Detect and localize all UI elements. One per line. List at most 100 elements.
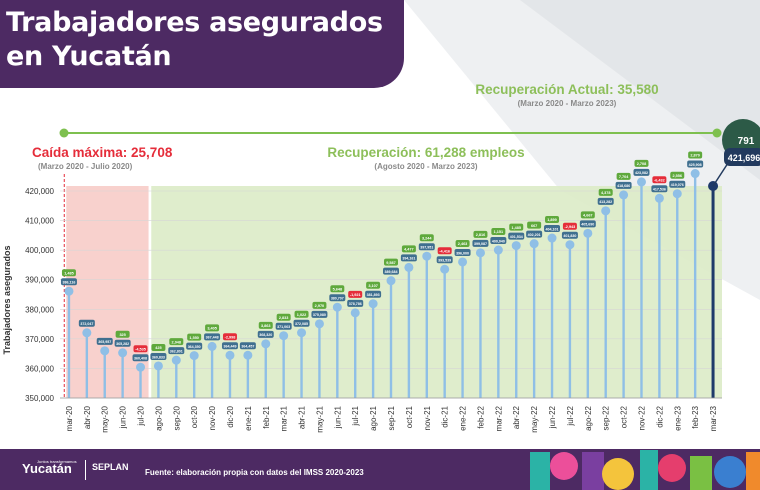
value-label: 364,449 xyxy=(223,345,236,349)
x-tick-label: jun-20 xyxy=(119,405,128,429)
recuperacion-actual-period: (Marzo 2020 - Marzo 2023) xyxy=(518,99,617,108)
x-tick-label: nov-20 xyxy=(208,405,217,430)
change-label-bg xyxy=(580,211,595,219)
x-tick-label: mar-23 xyxy=(709,405,718,431)
x-tick-label: ago-22 xyxy=(584,405,593,430)
value-label-bg xyxy=(669,180,686,188)
change-label-bg xyxy=(419,234,434,242)
change-label-bg xyxy=(670,171,685,179)
x-tick-label: jul-22 xyxy=(566,405,575,426)
bar-marker xyxy=(619,190,629,200)
value-label-bg xyxy=(78,319,95,327)
y-tick-label: 410,000 xyxy=(25,217,54,226)
value-label-bg xyxy=(490,237,507,245)
value-label: 400,040 xyxy=(492,239,505,243)
change-label: 2,048 xyxy=(172,340,182,344)
value-label-bg xyxy=(633,168,650,176)
change-label: -4,416 xyxy=(439,249,450,253)
change-label-bg xyxy=(169,338,184,346)
bar-marker xyxy=(475,248,485,258)
value-label: 372,085 xyxy=(295,322,308,326)
value-label: 360,833 xyxy=(152,355,165,359)
value-label-bg xyxy=(275,322,292,330)
value-label: 360,408 xyxy=(134,357,147,361)
x-tick-label: sep-21 xyxy=(387,405,396,430)
change-label: 4,477 xyxy=(404,248,414,252)
y-tick-label: 420,000 xyxy=(25,187,54,196)
value-label-bg xyxy=(544,225,561,233)
value-label: 425,908 xyxy=(689,163,702,167)
change-label: -6,432 xyxy=(654,178,665,182)
x-tick-label: oct-21 xyxy=(405,405,414,428)
change-label-bg xyxy=(598,188,613,196)
x-tick-label: may-20 xyxy=(101,405,110,432)
change-label: -4,535 xyxy=(135,347,146,351)
value-label-bg xyxy=(365,290,382,298)
bar-marker xyxy=(422,251,432,261)
value-label-bg xyxy=(687,160,704,168)
x-tick-label: abr-20 xyxy=(83,405,92,429)
value-label-bg xyxy=(651,185,668,193)
change-label: 2,708 xyxy=(637,162,647,166)
value-label-bg xyxy=(150,352,167,360)
bar-marker xyxy=(493,245,503,255)
change-label: -1,921 xyxy=(350,293,361,297)
x-tick-label: oct-20 xyxy=(190,405,199,428)
x-tick-label: ene-21 xyxy=(244,405,253,430)
x-tick-label: ago-21 xyxy=(369,405,378,430)
change-label: 1,550 xyxy=(189,336,199,340)
recuperacion-zone xyxy=(151,186,722,398)
y-tick-label: 400,000 xyxy=(25,246,54,255)
change-label-bg xyxy=(545,216,560,224)
label-layer: 386,116 1,485 372,047 365,957 365,282 325 360,… xyxy=(60,151,704,362)
change-label-bg xyxy=(688,151,703,159)
value-label: 405,690 xyxy=(581,223,594,227)
range-end-dot xyxy=(712,128,722,138)
value-label: 365,282 xyxy=(116,342,129,346)
seplan-logo: SEPLAN xyxy=(92,462,129,472)
bar-marker xyxy=(565,240,575,250)
value-label-bg xyxy=(186,342,203,350)
recuperacion-total-period: (Agosto 2020 - Marzo 2023) xyxy=(374,162,477,171)
bg-diagonal-shape-dark xyxy=(520,0,760,180)
value-label: 378,786 xyxy=(349,302,362,306)
change-label: 2,463 xyxy=(458,242,468,246)
value-label: 372,047 xyxy=(80,322,93,326)
value-label-bg xyxy=(114,339,131,347)
value-label-bg xyxy=(454,248,471,256)
change-label-bg xyxy=(366,281,381,289)
x-tick-label: mar-21 xyxy=(280,405,289,431)
x-tick-label: mar-22 xyxy=(494,405,503,431)
value-label: 401,830 xyxy=(563,234,576,238)
value-label-bg xyxy=(418,243,435,251)
range-start-dot xyxy=(59,128,69,138)
value-label-bg xyxy=(508,232,525,240)
change-label-bg xyxy=(437,247,452,255)
background-layer xyxy=(59,0,760,398)
change-label-bg xyxy=(616,172,631,180)
value-label-bg xyxy=(597,197,614,205)
change-label: 1,151 xyxy=(494,230,504,234)
bar-marker xyxy=(297,328,307,338)
value-label-bg xyxy=(293,319,310,327)
change-label-bg xyxy=(115,330,130,338)
bar-marker xyxy=(100,346,110,356)
bar-marker xyxy=(350,308,360,318)
change-label-bg xyxy=(491,228,506,236)
x-tick-label: sep-22 xyxy=(602,405,611,430)
title-banner: Trabajadores asegurados en Yucatán xyxy=(0,0,404,88)
value-label: 375,080 xyxy=(313,313,326,317)
value-label: 364,457 xyxy=(241,345,254,349)
value-label-bg xyxy=(561,231,578,239)
bar-marker xyxy=(368,299,378,309)
caida-maxima-period: (Marzo 2020 - Julio 2020) xyxy=(38,162,133,171)
logo-divider xyxy=(85,460,86,480)
change-label: 1,022 xyxy=(297,313,307,317)
bar-marker xyxy=(583,228,593,238)
change-label-bg xyxy=(473,230,488,238)
bar-layer xyxy=(64,159,731,398)
bar-marker xyxy=(511,241,521,251)
bar-marker xyxy=(82,328,92,338)
x-tick-label: jun-21 xyxy=(333,405,342,429)
change-label-bg xyxy=(455,239,470,247)
